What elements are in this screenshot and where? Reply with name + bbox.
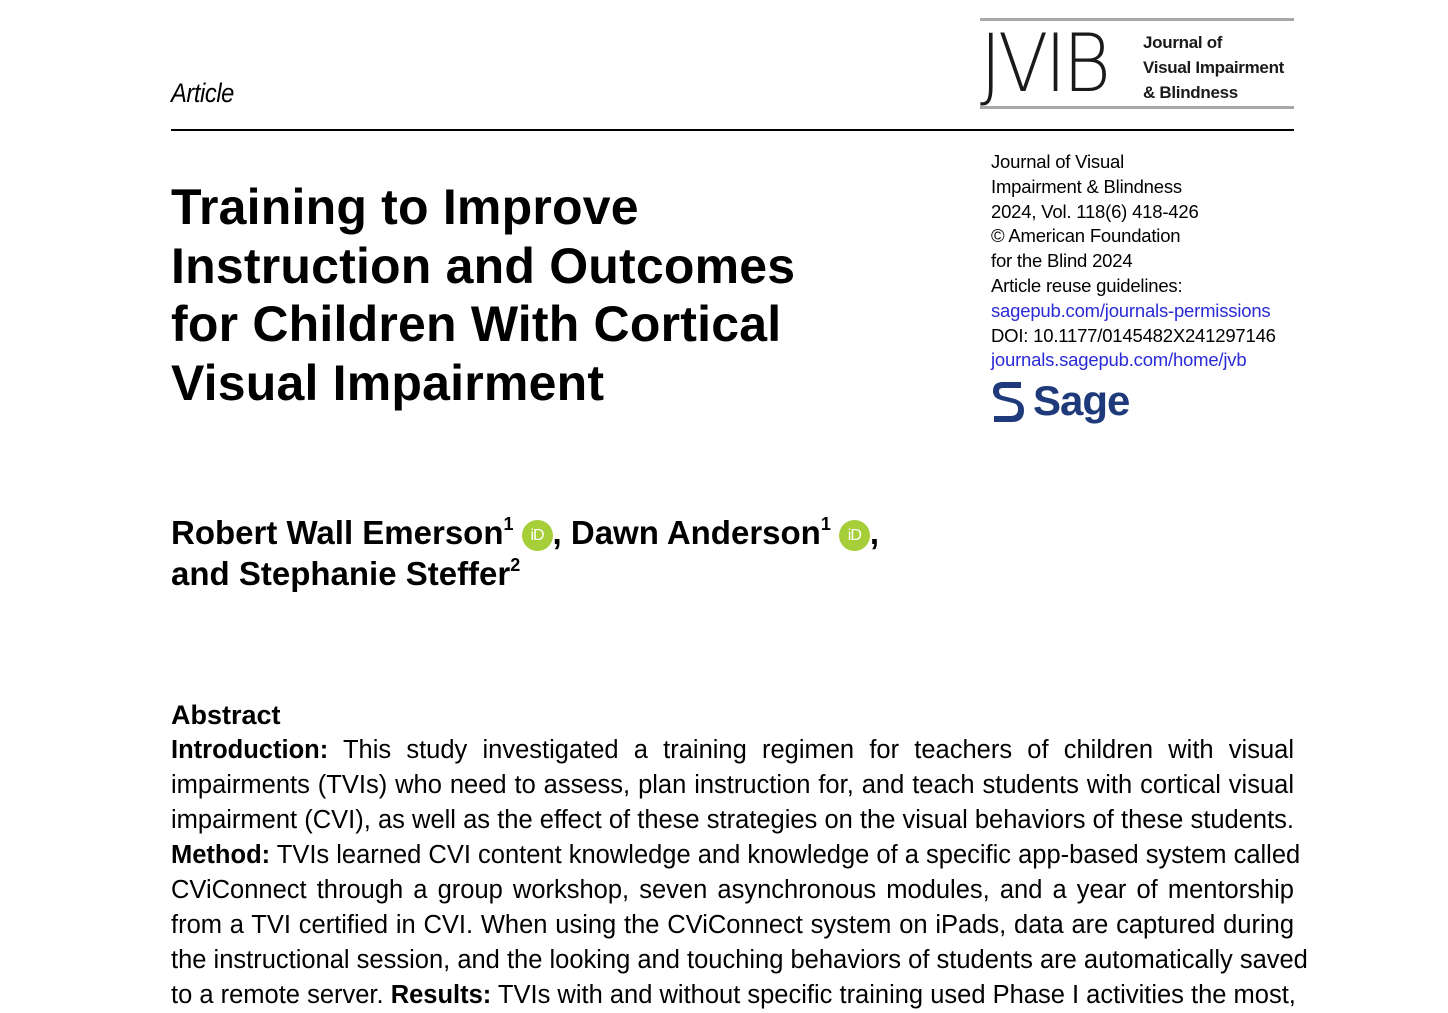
journal-metadata: Journal of Visual Impairment & Blindness… [991,150,1276,373]
publisher-name: Sage [1033,377,1130,424]
permissions-link[interactable]: sagepub.com/journals-permissions [991,299,1271,321]
abstract-line: impairments (TVIs) who need to assess, p… [171,768,1294,803]
article-title: Training to Improve Instruction and Outc… [171,178,795,412]
logo-bottom-bar [980,106,1294,109]
author-name[interactable]: Stephanie Steffer [238,555,511,592]
abstract-text: This study investigated a training regim… [328,736,1294,764]
journal-homepage-link[interactable]: journals.sagepub.com/home/jvb [991,349,1247,371]
abstract-text: impairments (TVIs) who need to assess, p… [171,771,1294,799]
title-line: Visual Impairment [171,354,605,411]
logo-line: Journal of [1143,33,1223,52]
abstract-text: to a remote server. [171,981,391,1009]
abstract: Abstract Introduction: This study invest… [171,697,1308,1013]
abstract-text: TVIs learned CVI content knowledge and k… [270,841,1301,869]
author-line: Robert Wall Emerson1iD, Dawn Anderson1iD… [171,512,879,553]
abstract-line: the instructional session, and the looki… [171,943,1308,978]
abstract-line: Method: TVIs learned CVI content knowled… [171,838,1300,873]
abstract-heading: Abstract [171,700,281,730]
meta-line: © American Foundation [991,225,1181,247]
doi: DOI: 10.1177/0145482X241297146 [991,324,1276,346]
journal-logo: JVIB Journal of Visual Impairment & Blin… [980,18,1294,110]
abstract-text: impairment (CVI), as well as the effect … [171,806,1294,834]
abstract-text: CViConnect through a group workshop, sev… [171,876,1294,904]
separator: , [552,514,571,551]
abstract-line: from a TVI certified in CVI. When using … [171,908,1294,943]
publisher-logo: Sage [991,376,1130,426]
abstract-line: Introduction: This study investigated a … [171,733,1294,768]
abstract-text: TVIs with and without specific training … [491,981,1296,1009]
affiliation-marker: 1 [820,514,831,534]
logo-journal-name: Journal of Visual Impairment & Blindness [1143,30,1284,105]
title-line: for Children With Cortical [171,296,782,352]
abstract-text: the instructional session, and the looki… [171,946,1308,974]
section-label: Introduction: [171,736,329,764]
author-name[interactable]: Dawn Anderson [570,514,821,551]
meta-line: for the Blind 2024 [991,250,1133,272]
abstract-line: impairment (CVI), as well as the effect … [171,803,1294,838]
meta-line: Article reuse guidelines: [991,274,1183,296]
section-label: Method: [171,841,271,869]
affiliation-marker: 2 [510,555,521,575]
abstract-line: to a remote server. Results: TVIs with a… [171,978,1296,1013]
abstract-text: from a TVI certified in CVI. When using … [171,911,1294,939]
logo-top-bar [980,18,1294,21]
header-divider [171,129,1294,131]
title-line: Training to Improve [171,179,639,235]
author-line: and Stephanie Steffer2 [171,553,879,594]
meta-line: Impairment & Blindness [991,175,1182,197]
affiliation-marker: 1 [503,514,514,534]
section-label: Results: [390,981,492,1009]
author-list: Robert Wall Emerson1iD, Dawn Anderson1iD… [171,512,879,594]
sage-s-icon [993,382,1024,422]
article-type-label: Article [171,78,234,108]
logo-line: & Blindness [1143,83,1238,102]
orcid-icon[interactable]: iD [838,520,870,551]
separator: , [869,514,880,551]
logo-mark: JVIB [980,17,1111,110]
conjunction: and [171,555,239,592]
abstract-line: CViConnect through a group workshop, sev… [171,873,1294,908]
logo-line: Visual Impairment [1143,58,1285,77]
meta-line: 2024, Vol. 118(6) 418-426 [991,200,1199,222]
title-line: Instruction and Outcomes [171,237,796,294]
author-name[interactable]: Robert Wall Emerson [171,514,504,551]
meta-line: Journal of Visual [991,151,1125,172]
orcid-icon[interactable]: iD [521,520,553,551]
